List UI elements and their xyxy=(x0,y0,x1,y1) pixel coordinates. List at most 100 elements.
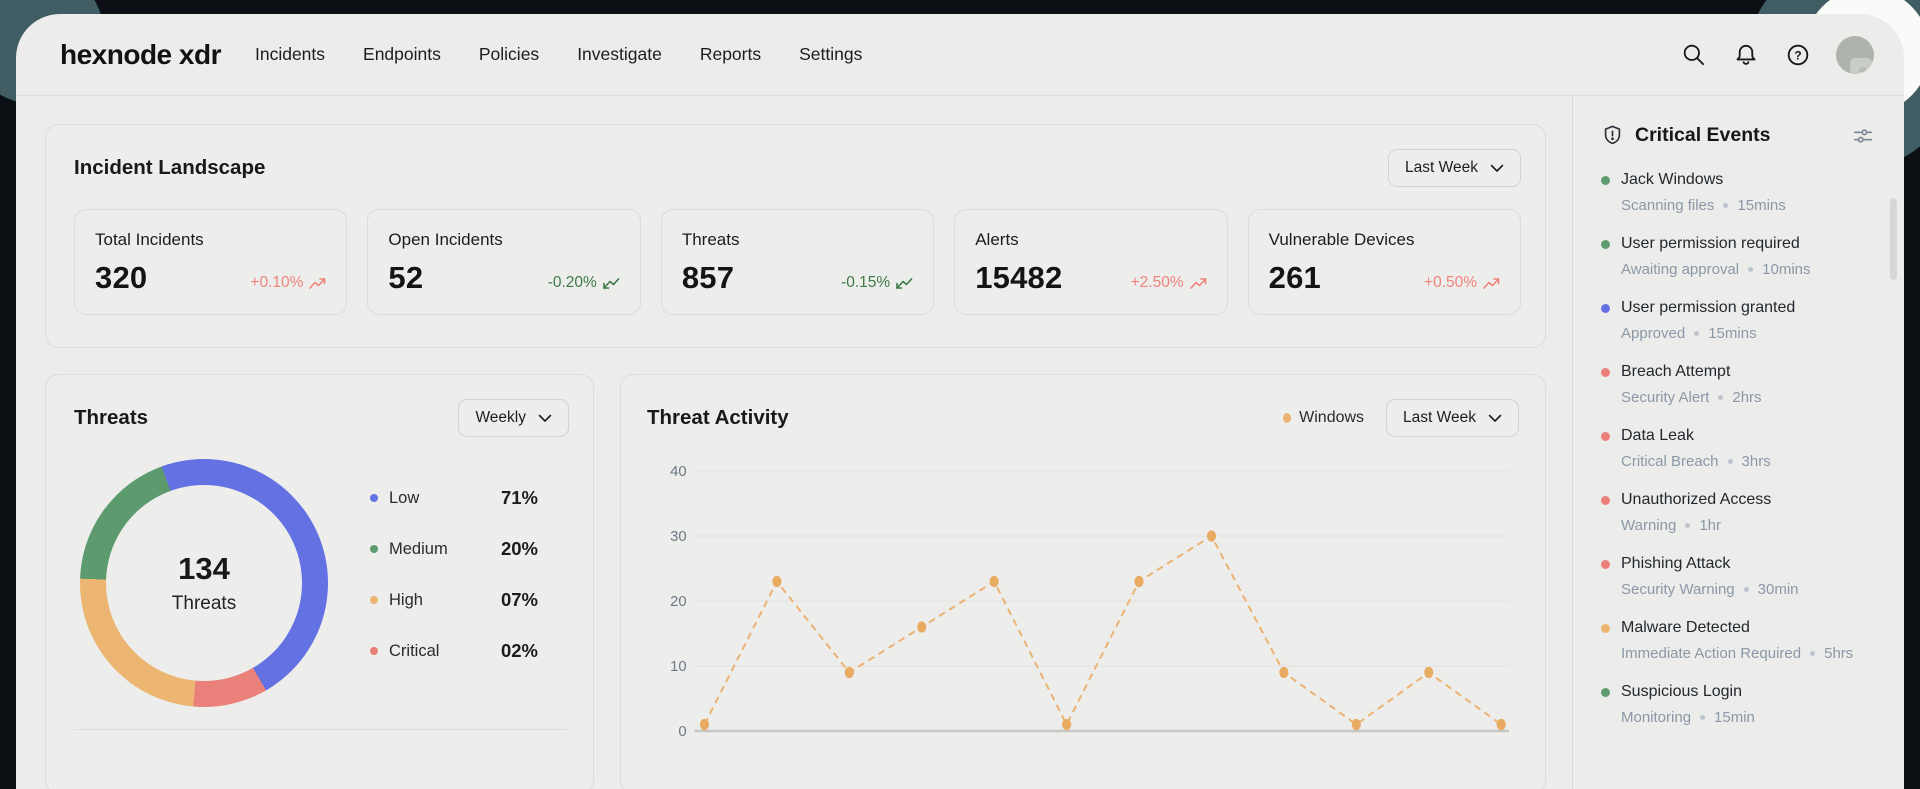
legend-value: 02% xyxy=(500,640,538,661)
separator-dot xyxy=(1727,459,1733,464)
legend-label: Medium xyxy=(389,539,448,558)
svg-text:40: 40 xyxy=(670,463,687,480)
stat-value: 857 xyxy=(681,260,735,295)
filter-settings-icon[interactable] xyxy=(1852,125,1874,147)
threat-activity-title: Threat Activity xyxy=(647,406,789,429)
nav-item-endpoints[interactable]: Endpoints xyxy=(363,44,441,64)
threat-activity-card: Threat Activity Windows Last Week xyxy=(620,374,1546,789)
legend-label: Low xyxy=(389,488,420,507)
severity-dot xyxy=(1601,495,1610,505)
avatar[interactable] xyxy=(1836,35,1874,74)
separator-dot xyxy=(1748,267,1754,272)
trending-up-icon xyxy=(1189,277,1206,289)
event-time: 10mins xyxy=(1762,261,1811,278)
event-title: User permission granted xyxy=(1621,299,1796,316)
event-status: Security Warning xyxy=(1621,581,1735,598)
event-title: Malware Detected xyxy=(1621,619,1750,636)
trending-up-icon xyxy=(309,277,326,289)
critical-event-item[interactable]: Breach Attempt Security Alert 2hrs xyxy=(1601,363,1874,406)
scrollbar-thumb[interactable] xyxy=(1890,198,1897,280)
critical-events-title: Critical Events xyxy=(1635,124,1771,146)
svg-text:30: 30 xyxy=(670,528,687,545)
critical-events-list: Jack Windows Scanning files 15mins User per… xyxy=(1601,171,1874,726)
notifications-icon[interactable] xyxy=(1732,41,1760,69)
divider xyxy=(74,729,567,730)
event-title: Jack Windows xyxy=(1621,171,1724,188)
trending-down-icon xyxy=(896,277,913,289)
donut-legend-row-high: High 07% xyxy=(370,589,538,611)
stat-value: 52 xyxy=(388,260,424,295)
stat-change: +0.10% xyxy=(250,274,326,296)
stat-change: -0.20% xyxy=(548,274,620,296)
critical-event-item[interactable]: Phishing Attack Security Warning 30min xyxy=(1601,555,1874,598)
separator-dot xyxy=(1685,523,1691,528)
event-status: Awaiting approval xyxy=(1621,261,1740,278)
event-title: Data Leak xyxy=(1621,427,1694,444)
incident-landscape-card: Incident Landscape Last Week Total Incid… xyxy=(45,124,1546,348)
dashboard-main: Incident Landscape Last Week Total Incid… xyxy=(16,96,1572,789)
threats-period-select[interactable]: Weekly xyxy=(458,399,569,437)
app-window: hexnode xdr Incidents Endpoints Policies In… xyxy=(16,14,1904,789)
chevron-down-icon xyxy=(1490,164,1504,172)
event-time: 2hrs xyxy=(1732,389,1762,406)
avatar-figure-detail xyxy=(1859,66,1867,72)
trending-up-icon xyxy=(1483,277,1500,289)
stat-change: +0.50% xyxy=(1424,274,1500,296)
stat-label: Vulnerable Devices xyxy=(1268,230,1415,249)
top-nav: hexnode xdr Incidents Endpoints Policies In… xyxy=(16,14,1904,96)
windows-series-label: Windows xyxy=(1299,409,1365,426)
severity-dot xyxy=(1601,687,1610,697)
svg-text:?: ? xyxy=(1794,48,1801,62)
svg-text:20: 20 xyxy=(670,593,687,610)
critical-event-item[interactable]: Unauthorized Access Warning 1hr xyxy=(1601,491,1874,534)
landscape-period-value: Last Week xyxy=(1405,159,1478,176)
svg-text:0: 0 xyxy=(678,723,686,740)
legend-value: 20% xyxy=(500,538,538,559)
main-nav: Incidents Endpoints Policies Investigate Rep… xyxy=(255,44,862,65)
critical-event-item[interactable]: Data Leak Critical Breach 3hrs xyxy=(1601,427,1874,470)
stat-change: +2.50% xyxy=(1131,274,1207,296)
severity-dot xyxy=(1601,367,1610,377)
separator-dot xyxy=(1700,715,1706,720)
critical-event-item[interactable]: Suspicious Login Monitoring 15min xyxy=(1601,683,1874,726)
separator-dot xyxy=(1810,651,1816,656)
stat-label: Open Incidents xyxy=(388,230,503,249)
event-time: 5hrs xyxy=(1824,645,1854,662)
donut-center-value: 134 xyxy=(178,551,230,586)
threats-title: Threats xyxy=(74,406,149,429)
landscape-period-select[interactable]: Last Week xyxy=(1388,149,1521,187)
trending-down-icon xyxy=(603,277,620,289)
event-time: 15mins xyxy=(1708,325,1757,342)
nav-item-settings[interactable]: Settings xyxy=(799,44,863,64)
app-logo: hexnode xdr xyxy=(60,38,221,70)
severity-dot xyxy=(1601,303,1610,313)
legend-dot xyxy=(370,596,378,604)
donut-legend: Low 71% Medium 20% High 07% Critical 02% xyxy=(370,487,538,662)
separator-dot xyxy=(1718,395,1724,400)
legend-value: 07% xyxy=(500,589,538,610)
activity-period-select[interactable]: Last Week xyxy=(1386,399,1519,437)
svg-text:10: 10 xyxy=(670,658,687,675)
nav-item-investigate[interactable]: Investigate xyxy=(577,44,662,64)
legend-dot xyxy=(370,647,378,655)
stat-change: -0.15% xyxy=(841,274,913,296)
shield-alert-icon xyxy=(1604,125,1621,145)
nav-item-incidents[interactable]: Incidents xyxy=(254,44,326,64)
activity-period-value: Last Week xyxy=(1403,409,1476,426)
event-title: Phishing Attack xyxy=(1621,555,1731,572)
help-icon[interactable]: ? xyxy=(1784,41,1812,69)
event-status: Monitoring xyxy=(1621,709,1692,726)
event-time: 15min xyxy=(1714,709,1755,726)
critical-event-item[interactable]: User permission required Awaiting approva… xyxy=(1601,235,1874,278)
critical-event-item[interactable]: Jack Windows Scanning files 15mins xyxy=(1601,171,1874,214)
critical-event-item[interactable]: User permission granted Approved 15mins xyxy=(1601,299,1874,342)
stat-value: 15482 xyxy=(975,260,1063,295)
critical-event-item[interactable]: Malware Detected Immediate Action Require… xyxy=(1601,619,1874,662)
event-title: Breach Attempt xyxy=(1621,363,1731,380)
nav-item-policies[interactable]: Policies xyxy=(478,44,540,64)
search-icon[interactable] xyxy=(1680,41,1708,69)
legend-dot xyxy=(370,494,378,502)
nav-item-reports[interactable]: Reports xyxy=(699,44,762,64)
windows-series-dot xyxy=(1283,413,1292,423)
event-status: Immediate Action Required xyxy=(1621,645,1802,662)
